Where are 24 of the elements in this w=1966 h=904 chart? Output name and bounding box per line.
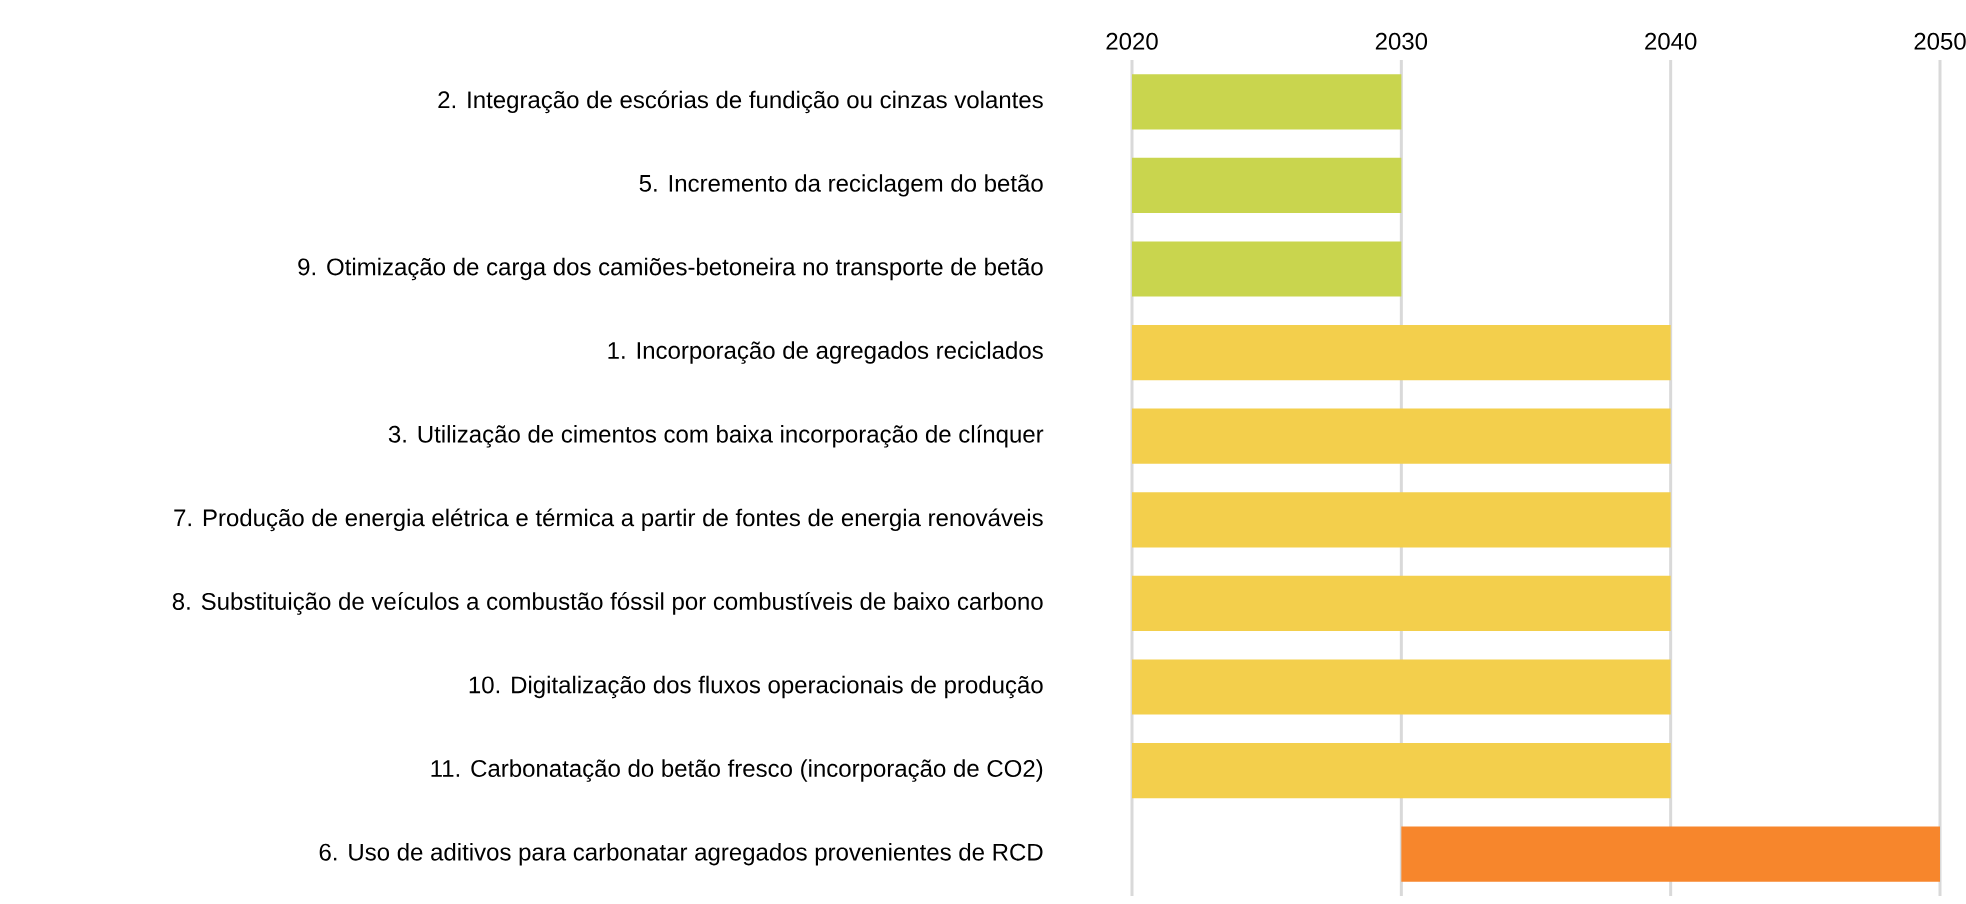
- y-tick-label: 3. Utilização de cimentos com baixa incorporação de clínquer: [388, 424, 1044, 448]
- y-tick-label: 11. Carbonatação do betão fresco (incorporação de CO2): [431, 759, 1043, 782]
- bar: [1132, 74, 1402, 130]
- y-tick-label: 2. Integração de escórias de fundição ou cinzas volantes: [438, 90, 1043, 114]
- bar: [1132, 743, 1671, 799]
- y-tick-label: 8. Substituição de veículos a combustão fóssil por combustíveis de baixo carbono: [172, 592, 1043, 615]
- y-tick-label: 6. Uso de aditivos para carbonatar agregados provenientes de RCD: [319, 843, 1043, 866]
- bar: [1132, 659, 1671, 715]
- x-tick-label: 2020: [1106, 32, 1158, 50]
- y-tick-label: 5. Incremento da reciclagem do betão: [639, 174, 1043, 197]
- bar: [1132, 492, 1671, 548]
- x-tick-label: 2030: [1375, 32, 1428, 50]
- bar: [1132, 325, 1671, 381]
- bar: [1132, 575, 1671, 631]
- bar: [1132, 157, 1402, 213]
- bar: [1132, 241, 1402, 297]
- y-tick-label: 10. Digitalização dos fluxos operacionais de produção: [469, 675, 1043, 699]
- x-tick-label: 2040: [1645, 32, 1697, 50]
- x-tick-label: 2050: [1914, 32, 1966, 50]
- bar: [1401, 826, 1940, 882]
- bar: [1132, 408, 1671, 464]
- y-tick-label: 1. Incorporação de agregados reciclados: [608, 341, 1043, 364]
- y-tick-label: 7. Produção de energia elétrica e térmica a partir de fontes de energia renováveis: [174, 508, 1043, 532]
- y-tick-label: 9. Otimização de carga dos camiões-betoneira no transporte de betão: [298, 257, 1043, 281]
